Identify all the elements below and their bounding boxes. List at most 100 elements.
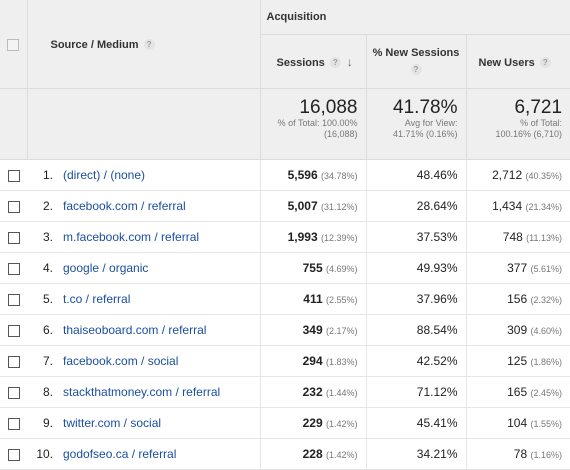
dimension-header-label[interactable]: Source / Medium bbox=[50, 39, 139, 51]
new-users-value: 156 bbox=[507, 292, 528, 306]
new-users-percent: (11.13%) bbox=[526, 233, 563, 243]
new-users-percent: (40.35%) bbox=[525, 171, 563, 181]
new-users-column-header[interactable]: New Users? bbox=[466, 34, 570, 89]
source-medium-link[interactable]: t.co / referral bbox=[63, 292, 131, 306]
select-all-checkbox[interactable] bbox=[7, 38, 20, 51]
new-users-value: 1,434 bbox=[492, 199, 523, 213]
row-index: 6. bbox=[42, 323, 53, 337]
table-row: 9. twitter.com / social 229 (1.42%) 45.41… bbox=[0, 407, 570, 439]
source-medium-link[interactable]: thaiseoboard.com / referral bbox=[63, 323, 207, 337]
new-users-percent: (1.55%) bbox=[530, 419, 563, 429]
table-row: 4. google / organic 755 (4.69%) 49.93% 37… bbox=[0, 252, 570, 284]
select-all-cell bbox=[0, 0, 28, 89]
sessions-value: 229 bbox=[302, 416, 323, 430]
table-row: 6. thaiseoboard.com / referral 349 (2.17%… bbox=[0, 314, 570, 346]
new-sessions-cell: 42.52% bbox=[366, 345, 467, 377]
new-users-cell: 125 (1.86%) bbox=[466, 345, 570, 377]
totals-new-sessions-line2: 41.71% (0.16%) bbox=[392, 129, 458, 139]
new-users-cell: 1,434 (21.34%) bbox=[466, 190, 570, 222]
sessions-cell: 1,993 (12.39%) bbox=[260, 221, 367, 253]
sessions-cell: 294 (1.83%) bbox=[260, 345, 367, 377]
source-medium-cell: 3. m.facebook.com / referral bbox=[27, 221, 261, 253]
source-medium-cell: 4. google / organic bbox=[27, 252, 261, 284]
row-checkbox[interactable] bbox=[7, 262, 20, 275]
totals-sessions-line1: % of Total: 100.00% bbox=[277, 118, 358, 128]
row-index: 1. bbox=[42, 168, 53, 182]
new-users-value: 165 bbox=[507, 385, 528, 399]
new-users-value: 125 bbox=[507, 354, 528, 368]
sessions-value: 5,596 bbox=[287, 168, 318, 182]
row-checkbox[interactable] bbox=[7, 355, 20, 368]
header-group-row: Source / Medium? Acquisition bbox=[0, 0, 570, 89]
new-sessions-column-header[interactable]: % New Sessions ? bbox=[366, 34, 467, 89]
row-checkbox-cell bbox=[0, 221, 27, 253]
row-checkbox[interactable] bbox=[7, 386, 20, 399]
row-checkbox-cell bbox=[0, 376, 27, 408]
row-checkbox[interactable] bbox=[7, 324, 20, 337]
row-checkbox[interactable] bbox=[7, 231, 20, 244]
row-checkbox[interactable] bbox=[7, 417, 20, 430]
row-checkbox-cell bbox=[0, 314, 27, 346]
row-index: 10. bbox=[36, 447, 53, 461]
sessions-value: 411 bbox=[303, 292, 323, 306]
sessions-column-header[interactable]: Sessions? ↓ bbox=[260, 34, 367, 89]
row-checkbox-cell bbox=[0, 345, 27, 377]
help-icon[interactable]: ? bbox=[410, 64, 422, 76]
new-users-cell: 104 (1.55%) bbox=[466, 407, 570, 439]
row-checkbox[interactable] bbox=[7, 448, 20, 461]
source-medium-cell: 1. (direct) / (none) bbox=[27, 159, 261, 191]
new-sessions-cell: 88.54% bbox=[366, 314, 467, 346]
source-medium-link[interactable]: (direct) / (none) bbox=[63, 168, 146, 182]
totals-new-sessions-line1: Avg for View: bbox=[404, 118, 458, 128]
source-medium-link[interactable]: facebook.com / social bbox=[63, 354, 179, 368]
new-users-percent: (2.45%) bbox=[530, 388, 563, 398]
source-medium-link[interactable]: google / organic bbox=[63, 261, 149, 275]
sessions-value: 1,993 bbox=[287, 230, 318, 244]
sessions-percent: (2.17%) bbox=[325, 326, 358, 336]
new-users-value: 748 bbox=[502, 230, 523, 244]
source-medium-link[interactable]: twitter.com / social bbox=[63, 416, 162, 430]
totals-sessions-value: 16,088 bbox=[299, 97, 358, 118]
new-sessions-cell: 49.93% bbox=[366, 252, 467, 284]
sessions-value: 755 bbox=[302, 261, 323, 275]
sessions-value: 228 bbox=[302, 447, 323, 461]
row-index: 4. bbox=[42, 261, 53, 275]
new-users-value: 309 bbox=[507, 323, 528, 337]
source-medium-link[interactable]: godofseo.ca / referral bbox=[63, 447, 177, 461]
totals-row: 16,088 % of Total: 100.00% (16,088) 41.7… bbox=[0, 88, 570, 160]
row-index: 8. bbox=[42, 385, 53, 399]
totals-new-users-line2: 100.16% (6,710) bbox=[495, 129, 563, 139]
source-medium-link[interactable]: stackthatmoney.com / referral bbox=[63, 385, 221, 399]
help-icon[interactable]: ? bbox=[329, 56, 341, 68]
new-users-percent: (4.60%) bbox=[530, 326, 563, 336]
source-medium-cell: 8. stackthatmoney.com / referral bbox=[27, 376, 261, 408]
new-users-percent: (1.16%) bbox=[530, 450, 563, 460]
help-icon[interactable]: ? bbox=[539, 56, 551, 68]
totals-new-sessions-value: 41.78% bbox=[393, 97, 458, 118]
row-checkbox[interactable] bbox=[7, 293, 20, 306]
source-medium-link[interactable]: facebook.com / referral bbox=[63, 199, 186, 213]
new-sessions-cell: 71.12% bbox=[366, 376, 467, 408]
new-sessions-cell: 37.96% bbox=[366, 283, 467, 315]
table-row: 3. m.facebook.com / referral 1,993 (12.39… bbox=[0, 221, 570, 253]
source-medium-link[interactable]: m.facebook.com / referral bbox=[63, 230, 200, 244]
table-row: 1. (direct) / (none) 5,596 (34.78%) 48.46… bbox=[0, 159, 570, 191]
sessions-cell: 229 (1.42%) bbox=[260, 407, 367, 439]
row-checkbox[interactable] bbox=[7, 169, 20, 182]
new-users-percent: (2.32%) bbox=[530, 295, 563, 305]
totals-sessions: 16,088 % of Total: 100.00% (16,088) bbox=[260, 88, 367, 160]
row-checkbox[interactable] bbox=[7, 200, 20, 213]
help-icon[interactable]: ? bbox=[143, 39, 155, 51]
new-users-header-label: New Users bbox=[478, 56, 535, 69]
source-medium-cell: 2. facebook.com / referral bbox=[27, 190, 261, 222]
totals-new-users: 6,721 % of Total: 100.16% (6,710) bbox=[466, 88, 570, 160]
header-columns-row: Sessions? ↓ % New Sessions ? New Users? bbox=[0, 34, 570, 89]
row-index: 7. bbox=[42, 354, 53, 368]
totals-sessions-line2: (16,088) bbox=[323, 129, 358, 139]
totals-new-users-value: 6,721 bbox=[514, 97, 563, 118]
sort-descending-icon[interactable]: ↓ bbox=[346, 54, 353, 69]
new-users-percent: (21.34%) bbox=[525, 202, 563, 212]
row-checkbox-cell bbox=[0, 283, 27, 315]
totals-new-sessions: 41.78% Avg for View: 41.71% (0.16%) bbox=[366, 88, 467, 160]
